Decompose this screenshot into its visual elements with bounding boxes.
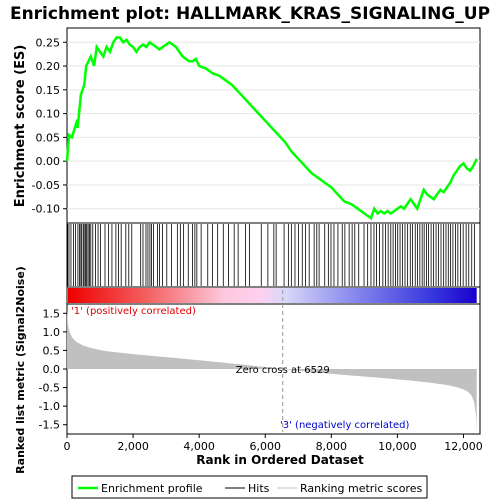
legend-box — [71, 475, 428, 499]
rank-tick-label: 1.0 — [43, 326, 61, 339]
legend-ranking-label: Ranking metric scores — [300, 482, 422, 495]
es-tick-label: 0.10 — [36, 108, 61, 121]
ranking-metric-area — [67, 309, 477, 433]
rank-tick-label: 1.5 — [43, 307, 61, 320]
es-tick-label: 0.05 — [36, 131, 61, 144]
es-axis-label: Enrichment score (ES) — [13, 45, 28, 208]
x-axis-label: Rank in Ordered Dataset — [196, 453, 364, 467]
x-tick-label: 6,000 — [249, 440, 281, 453]
enrichment-profile-line — [65, 36, 478, 221]
rank-tick-label: -1.0 — [39, 400, 60, 413]
es-tick-label: -0.10 — [32, 203, 60, 216]
ranking-gradient — [68, 288, 477, 303]
chart-title: Enrichment plot: HALLMARK_KRAS_SIGNALING… — [10, 4, 490, 24]
positive-label: '1' (positively correlated) — [71, 306, 196, 317]
x-tick-label: 2,000 — [117, 440, 149, 453]
es-panel-frame — [66, 27, 481, 224]
negative-label: '3' (negatively correlated) — [280, 420, 409, 431]
legend-enrichment-label: Enrichment profile — [101, 482, 203, 495]
rank-tick-label: -1.5 — [39, 419, 60, 432]
es-tick-label: 0.25 — [36, 36, 61, 49]
x-tick-label: 10,000 — [378, 440, 417, 453]
rank-tick-label: -0.5 — [39, 382, 60, 395]
es-tick-label: -0.05 — [32, 179, 60, 192]
x-tick-label: 8,000 — [316, 440, 348, 453]
zero-cross-label: Zero cross at 6529 — [236, 365, 330, 376]
x-tick-label: 12,000 — [444, 440, 483, 453]
es-tick-label: 0.20 — [36, 60, 61, 73]
legend-hits-label: Hits — [248, 482, 270, 495]
x-tick-label: 0 — [64, 440, 71, 453]
rank-axis-label: Ranked list metric (Signal2Noise) — [14, 266, 27, 474]
es-tick-label: 0.15 — [36, 84, 61, 97]
rank-tick-label: 0.0 — [43, 363, 61, 376]
es-tick-label: 0.00 — [36, 155, 61, 168]
x-tick-label: 4,000 — [183, 440, 215, 453]
rank-tick-label: 0.5 — [43, 344, 61, 357]
